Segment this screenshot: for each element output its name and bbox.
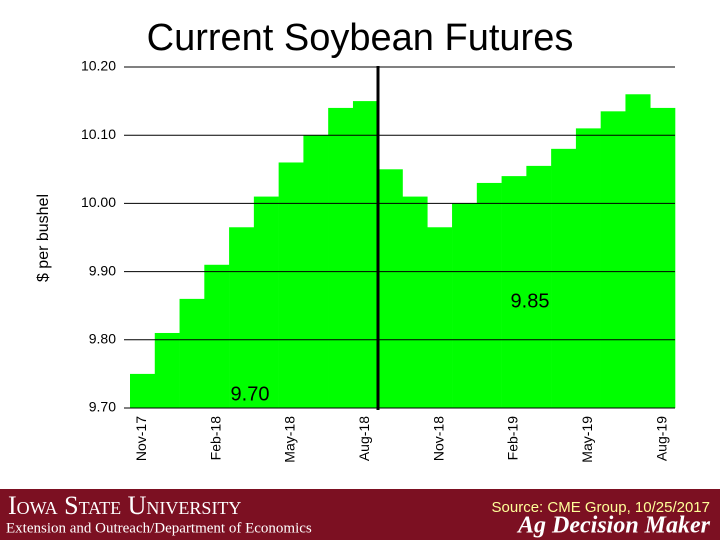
x-tick-label: Aug-19 xyxy=(653,416,669,461)
bar xyxy=(328,107,354,409)
y-tick-label: 10.10 xyxy=(81,126,116,142)
bar xyxy=(575,128,601,408)
y-tick-label: 10.00 xyxy=(81,194,116,210)
footer-brand: Ag Decision Maker xyxy=(516,513,711,539)
y-tick-label: 9.80 xyxy=(89,331,116,347)
x-tick-label: May-19 xyxy=(579,416,595,463)
x-tick-label: Feb-19 xyxy=(505,416,521,461)
bar xyxy=(600,111,626,408)
x-tick-label: Nov-17 xyxy=(133,416,149,461)
bar xyxy=(427,227,453,408)
y-axis-label: $ per bushel xyxy=(35,194,52,282)
bar xyxy=(229,227,255,408)
bar xyxy=(278,162,304,408)
bar xyxy=(253,196,279,408)
y-tick-label: 10.20 xyxy=(81,58,116,74)
x-tick-label: Feb-18 xyxy=(207,416,223,461)
bar xyxy=(625,94,651,408)
footer-university: Iowa State University xyxy=(8,491,241,520)
bar xyxy=(402,196,428,408)
bar xyxy=(352,101,379,408)
chart-title: Current Soybean Futures xyxy=(147,17,574,59)
bar xyxy=(476,182,502,408)
footer-source: Source: CME Group, 10/25/2017 xyxy=(492,499,710,516)
bar xyxy=(154,332,180,408)
x-tick-label: May-18 xyxy=(282,416,298,463)
bar xyxy=(501,176,527,408)
annotation: 9.85 xyxy=(511,290,550,312)
y-tick-label: 9.90 xyxy=(89,262,116,278)
x-tick-label: Aug-18 xyxy=(356,416,372,461)
y-tick-label: 9.70 xyxy=(89,399,116,415)
plot: 9.70 9.80 9.90 10.00 10.10 10.20 Nov-17 Feb-18 M… xyxy=(81,58,676,463)
footer-band xyxy=(0,489,720,540)
bar xyxy=(377,169,403,408)
bar xyxy=(130,373,156,408)
annotation: 9.70 xyxy=(231,383,270,405)
bar xyxy=(452,203,478,408)
bar xyxy=(179,298,205,408)
bar xyxy=(204,264,230,408)
bar xyxy=(526,165,552,408)
x-tick-label: Nov-18 xyxy=(430,416,446,461)
bar xyxy=(650,107,676,409)
bar xyxy=(551,148,577,408)
footer-department: Extension and Outreach/Department of Eco… xyxy=(6,520,312,536)
